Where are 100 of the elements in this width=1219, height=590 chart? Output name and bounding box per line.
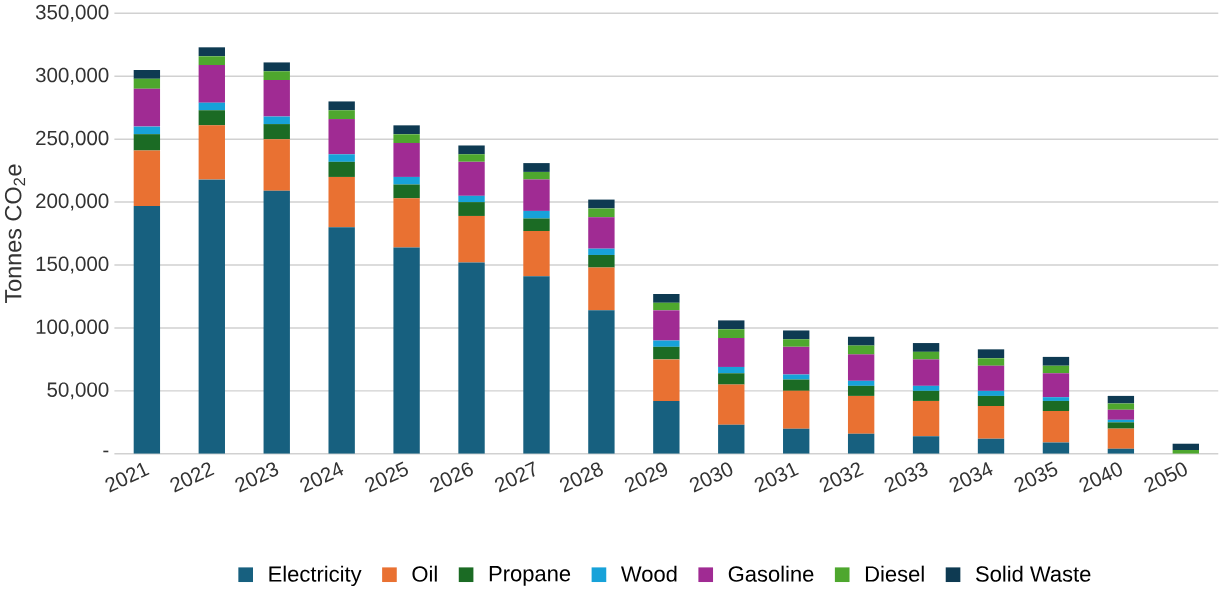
bar	[847, 380, 875, 387]
bar	[588, 217, 615, 249]
bar	[783, 428, 810, 454]
bar	[653, 310, 680, 341]
bar	[783, 391, 810, 429]
y-tick-label: 50,000	[47, 382, 109, 400]
legend-label: Propane	[489, 566, 571, 586]
x-tick-label: 2029	[624, 462, 668, 493]
bar	[718, 373, 745, 385]
y-tick-label: 300,000	[35, 67, 109, 85]
bar	[1042, 357, 1070, 366]
bar	[133, 70, 161, 79]
bar	[263, 124, 290, 140]
bar	[1042, 397, 1070, 402]
x-tick-label: 2031	[754, 462, 799, 493]
bar	[328, 101, 355, 111]
bar	[523, 231, 550, 277]
bar	[912, 391, 940, 402]
bar	[263, 116, 290, 125]
bar	[847, 396, 875, 434]
bar	[133, 78, 161, 90]
bar	[263, 139, 290, 191]
bar	[588, 199, 615, 209]
x-tick-label: 2027	[494, 461, 535, 493]
y-tick-label: -	[103, 450, 109, 453]
legend-label: Electricity	[269, 565, 362, 587]
bar	[977, 349, 1005, 359]
bar	[393, 143, 420, 178]
bar	[1107, 396, 1135, 404]
x-tick-label: 2050	[1144, 462, 1187, 493]
bar	[523, 211, 550, 219]
bar	[653, 401, 680, 454]
bar	[393, 125, 420, 135]
y-tick-label: 150,000	[36, 256, 109, 274]
x-tick-label: 2032	[819, 462, 864, 493]
legend-label: Solid Waste	[976, 565, 1091, 582]
bar	[458, 262, 485, 454]
bar	[1172, 443, 1199, 451]
bar	[523, 163, 550, 173]
x-tick-label: 2021	[105, 462, 150, 493]
bar	[458, 154, 485, 163]
bar	[783, 379, 810, 392]
bar	[847, 433, 875, 454]
x-tick-label: 2026	[430, 462, 473, 493]
x-tick-label: 2033	[884, 462, 928, 493]
bar	[393, 184, 420, 199]
bar	[328, 162, 355, 178]
bar	[133, 150, 161, 207]
bar	[198, 47, 225, 57]
y-tick-label: 100,000	[36, 319, 109, 337]
bar	[588, 208, 615, 218]
bar	[328, 227, 355, 454]
bar	[588, 255, 615, 268]
bar	[653, 359, 680, 402]
bar	[977, 396, 1005, 407]
y-tick-label: 200,000	[36, 193, 109, 211]
bar	[393, 134, 420, 144]
bar	[523, 172, 550, 180]
bar	[1042, 373, 1070, 398]
bar	[263, 190, 290, 454]
x-tick-label: 2025	[365, 461, 408, 493]
bar	[1042, 442, 1070, 454]
y-tick-label: 250,000	[36, 130, 109, 148]
y-tick-label: 350,000	[35, 5, 109, 22]
x-tick-label: 2035	[1014, 461, 1058, 493]
bar	[588, 310, 615, 454]
bar	[588, 267, 615, 311]
bar	[328, 154, 355, 163]
bar	[912, 352, 940, 360]
bar	[198, 125, 225, 180]
bar	[783, 347, 810, 375]
bar	[198, 65, 225, 103]
bar	[847, 336, 875, 346]
bar	[1042, 411, 1070, 443]
bar	[653, 340, 680, 348]
bar	[847, 386, 875, 397]
y-axis-title: Tonnes CO$_{2}$e	[4, 164, 26, 304]
bar	[783, 374, 810, 380]
x-tick-label: 2024	[300, 462, 344, 493]
bar	[977, 438, 1005, 454]
bar	[523, 276, 550, 454]
bar	[458, 145, 485, 155]
bar	[458, 196, 485, 203]
bar	[783, 330, 810, 340]
bar	[1042, 401, 1070, 412]
bar	[912, 401, 940, 437]
bar	[653, 347, 680, 360]
bar	[977, 358, 1005, 366]
bar	[133, 89, 161, 127]
bar	[328, 119, 355, 155]
bar	[588, 248, 615, 256]
bar	[977, 391, 1005, 397]
bar	[718, 338, 745, 368]
bar	[912, 386, 940, 392]
bar	[133, 126, 161, 135]
legend-label: Wood	[620, 565, 677, 582]
legend-label: Gasoline	[728, 565, 814, 582]
x-tick-label: 2040	[1079, 462, 1122, 493]
bar	[198, 102, 225, 111]
bar	[393, 247, 420, 454]
